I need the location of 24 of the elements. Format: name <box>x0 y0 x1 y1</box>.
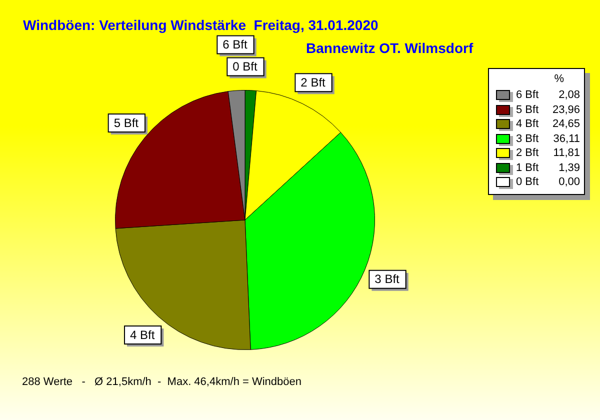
slice-label: 4 Bft <box>130 328 156 342</box>
text: 0,00 <box>558 176 580 188</box>
legend-label: 2 Bft <box>516 147 540 160</box>
data-label: 11,81 <box>552 147 580 160</box>
legend-label: 1 Bft <box>516 162 540 174</box>
data-label: 23,96 <box>551 104 580 116</box>
chart-title: Windböen: Verteilung Windstärke Freitag, 31.01.2020 <box>23 17 378 33</box>
data-label: 24,65 <box>551 118 580 130</box>
legend-label: 5 Bft <box>516 104 540 116</box>
text: 288 Werte - Ø 21,5km/h - Max. 46,4km/h = Windböen <box>22 376 302 388</box>
legend-title: % <box>553 73 565 85</box>
slice-label: 5 Bft <box>114 116 140 130</box>
data-label: 2,08 <box>558 89 580 102</box>
legend-label: 4 Bft <box>516 118 540 130</box>
slice-label: 3 Bft <box>374 272 400 286</box>
slice-label: 6 Bft <box>222 38 248 52</box>
legend-label: 3 Bft <box>516 132 540 145</box>
legend-label: 6 Bft <box>516 89 540 102</box>
category-label: 0 Bft <box>232 60 258 74</box>
data-label: 1,39 <box>558 162 580 174</box>
slice-label: 2 Bft <box>300 75 326 90</box>
legend-label: 0 Bft <box>516 176 540 188</box>
chart-subtitle: Bannewitz OT. Wilmsdorf <box>306 40 474 56</box>
data-label: 36,11 <box>552 132 580 145</box>
